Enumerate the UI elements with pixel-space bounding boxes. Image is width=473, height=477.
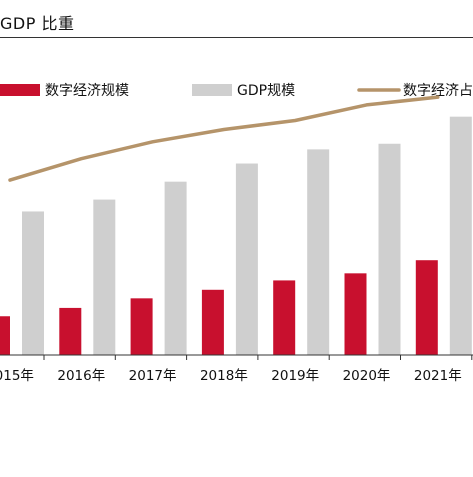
bar-digital-economy-6 xyxy=(415,260,438,355)
bar-gdp-0 xyxy=(22,211,44,355)
x-axis-ticks: 2015年 2016年 2017年 2018年 2019年 2020年 2021年 xyxy=(0,355,473,384)
legend-label-share: 数字经济占 xyxy=(403,83,473,99)
bar-gdp-5 xyxy=(378,143,401,355)
title-rule xyxy=(0,37,473,38)
bar-digital-economy-3 xyxy=(201,289,224,355)
legend-label-gdp: GDP规模 xyxy=(237,83,295,99)
bar-gdp-1 xyxy=(93,199,116,355)
bar-digital-economy-4 xyxy=(273,280,296,355)
legend: 数字经济规模 GDP规模 数字经济占 xyxy=(0,83,473,99)
x-tick-label-3: 2018年 xyxy=(200,368,248,384)
bar-digital-economy-0 xyxy=(0,316,10,355)
chart-title: GDP 比重 xyxy=(0,14,75,33)
bar-gdp-4 xyxy=(307,149,330,355)
legend-swatch-digital-economy xyxy=(0,84,40,96)
x-tick-label-2: 2017年 xyxy=(129,368,177,384)
x-tick-label-5: 2020年 xyxy=(343,368,391,384)
share-line xyxy=(8,95,440,182)
legend-label-digital-economy: 数字经济规模 xyxy=(45,83,129,99)
bar-digital-economy-2 xyxy=(130,298,153,355)
x-tick-label-6: 2021年 xyxy=(414,368,462,384)
x-tick-label-0: 2015年 xyxy=(0,368,34,384)
bar-gdp-2 xyxy=(164,181,187,355)
bar-gdp-3 xyxy=(235,163,258,355)
bars-layer xyxy=(0,116,472,356)
bar-gdp-6 xyxy=(449,116,472,356)
bar-digital-economy-5 xyxy=(344,273,367,355)
bar-digital-economy-1 xyxy=(59,307,82,355)
legend-swatch-gdp xyxy=(192,84,232,96)
x-tick-label-4: 2019年 xyxy=(271,368,319,384)
x-tick-label-1: 2016年 xyxy=(57,368,105,384)
